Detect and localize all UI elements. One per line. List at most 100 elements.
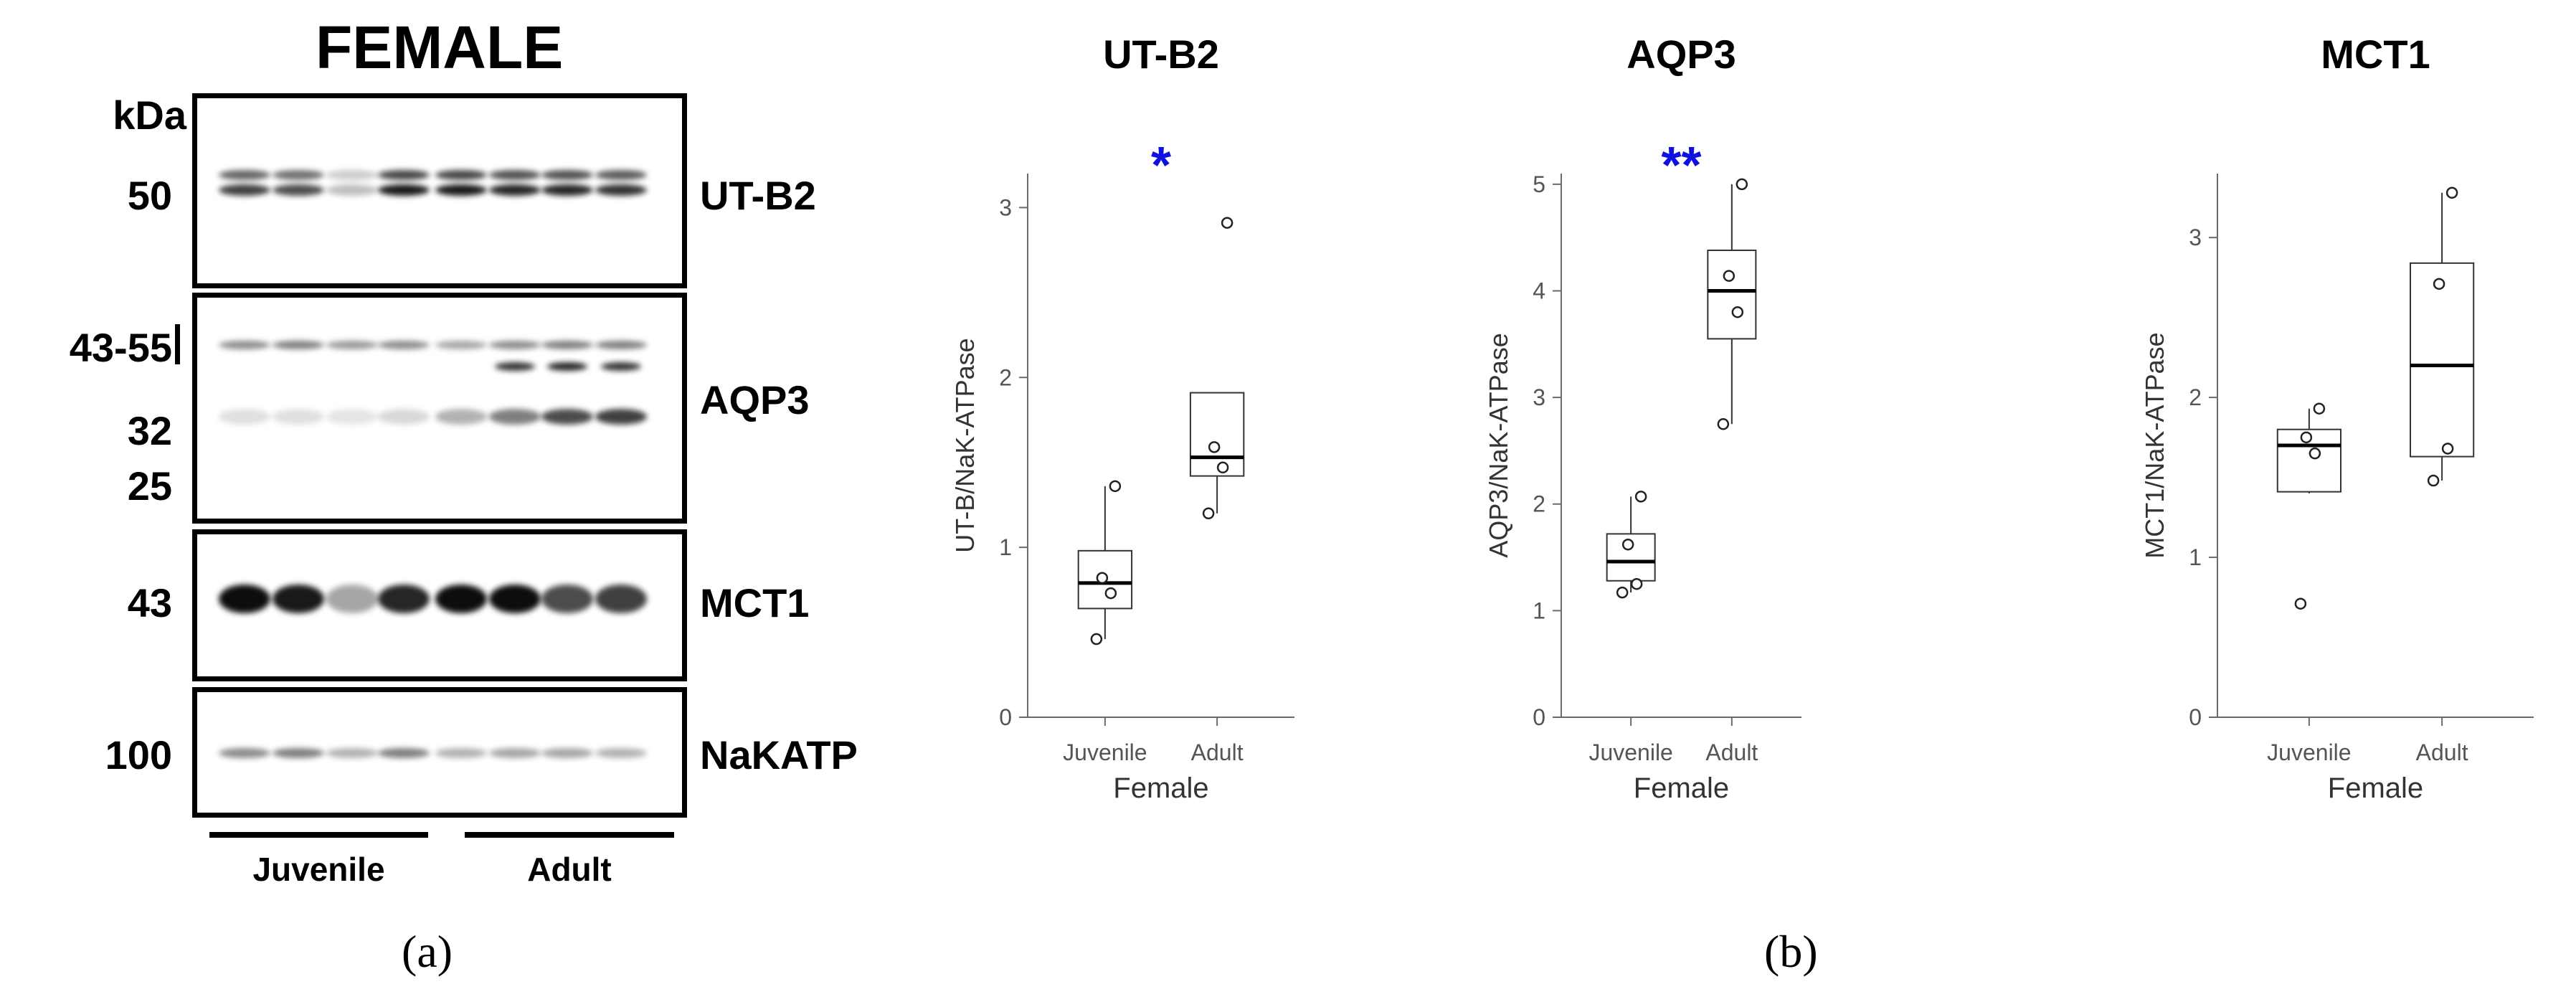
group-label-adult: Adult bbox=[527, 851, 612, 888]
chart2-y-tick-label: 4 bbox=[1533, 278, 1545, 303]
chart2-x-tick-label: Adult bbox=[1705, 739, 1758, 765]
chart2-y-tick-label: 2 bbox=[1533, 491, 1545, 517]
chart1-data-point bbox=[1202, 507, 1215, 519]
band-utb2-upper bbox=[273, 170, 324, 180]
band-utb2-lower bbox=[326, 184, 378, 196]
chart1-y-tick-label: 0 bbox=[999, 704, 1012, 730]
band-mct1 bbox=[326, 585, 378, 613]
marker-100: 100 bbox=[105, 732, 172, 777]
band-utb2-lower bbox=[435, 184, 487, 196]
chart3-x-axis-label: Female bbox=[2328, 772, 2423, 804]
chart3-y-tick-label: 0 bbox=[2189, 704, 2202, 730]
chart3-y-tick-label: 1 bbox=[2189, 544, 2202, 570]
band-aqp3-upper bbox=[326, 341, 378, 349]
band-aqp3-upper bbox=[378, 341, 430, 349]
band-aqp3-lower bbox=[595, 409, 647, 425]
band-utb2-upper bbox=[489, 170, 541, 180]
band-aqp3-lower bbox=[273, 409, 324, 425]
band-nakatp bbox=[435, 748, 487, 758]
band-utb2-upper bbox=[595, 170, 647, 180]
chart3-data-point bbox=[2433, 278, 2445, 290]
band-aqp3-lower bbox=[541, 409, 593, 425]
chart2-x-axis-label: Female bbox=[1634, 772, 1729, 804]
band-nakatp bbox=[273, 748, 324, 758]
chart2-y-tick-label: 1 bbox=[1533, 597, 1545, 623]
kda-label: kDa bbox=[113, 93, 186, 138]
chart1-title: UT-B2 bbox=[1103, 32, 1219, 77]
chart2-y-tick-label: 5 bbox=[1533, 171, 1545, 197]
band-mct1 bbox=[541, 585, 593, 613]
band-aqp3-lower bbox=[326, 409, 378, 425]
blot-mct1 bbox=[192, 529, 687, 681]
band-utb2-upper bbox=[541, 170, 593, 180]
chart2-data-point bbox=[1723, 270, 1736, 282]
chart3-x-tick-label: Adult bbox=[2416, 739, 2468, 765]
band-utb2-lower bbox=[378, 184, 430, 196]
band-aqp3-lower bbox=[378, 409, 430, 425]
band-aqp3-middle bbox=[495, 362, 535, 371]
band-nakatp bbox=[326, 748, 378, 758]
chart1-data-point bbox=[1090, 633, 1103, 646]
band-utb2-upper bbox=[326, 170, 378, 180]
chart3-data-point bbox=[2313, 402, 2326, 415]
chart1-y-axis-label: UT-B/NaK-ATPase bbox=[950, 338, 980, 552]
band-aqp3-upper bbox=[541, 341, 593, 349]
band-nakatp bbox=[378, 748, 430, 758]
chart2-x-tick-label: Juvenile bbox=[1588, 739, 1672, 765]
chart1-data-point bbox=[1104, 587, 1117, 600]
chart1-x-tick-label: Adult bbox=[1191, 739, 1244, 765]
chart2-title: AQP3 bbox=[1626, 32, 1736, 77]
band-utb2-lower bbox=[595, 184, 647, 196]
chart3-data-point bbox=[2309, 447, 2321, 460]
chart1-data-point bbox=[1109, 480, 1122, 493]
chart3-data-point bbox=[2294, 597, 2307, 610]
marker-bracket bbox=[175, 324, 180, 364]
chart1-data-point bbox=[1096, 572, 1109, 585]
chart2-y-axis-label: AQP3/NaK-ATPase bbox=[1484, 333, 1513, 557]
band-aqp3-upper bbox=[489, 341, 541, 349]
chart3-title: MCT1 bbox=[2321, 32, 2430, 77]
chart3-y-tick-label: 2 bbox=[2189, 384, 2202, 410]
band-aqp3-middle bbox=[547, 362, 587, 371]
chart1-y-tick-label: 1 bbox=[999, 534, 1012, 560]
blot-title: FEMALE bbox=[316, 14, 564, 81]
adult-group-line bbox=[465, 832, 674, 838]
chart2-data-point bbox=[1616, 586, 1629, 599]
blot-nakatp bbox=[192, 687, 687, 818]
band-mct1 bbox=[435, 585, 487, 613]
protein-label-mct1: MCT1 bbox=[700, 580, 810, 625]
band-aqp3-upper bbox=[219, 341, 270, 349]
chart1-box-adult bbox=[1189, 392, 1245, 477]
band-mct1 bbox=[595, 585, 647, 613]
chart1-x-axis-label: Female bbox=[1113, 772, 1208, 804]
band-utb2-lower bbox=[219, 184, 270, 196]
blot-utb2 bbox=[192, 93, 687, 288]
band-mct1 bbox=[489, 585, 541, 613]
chart3-y-axis-label: MCT1/NaK-ATPase bbox=[2140, 332, 2169, 558]
chart3-data-point bbox=[2445, 186, 2458, 199]
band-mct1 bbox=[273, 585, 324, 613]
band-aqp3-middle bbox=[601, 362, 641, 371]
chart2-data-point bbox=[1621, 538, 1634, 551]
band-mct1 bbox=[378, 585, 430, 613]
chart3-box-adult bbox=[2410, 262, 2475, 458]
panel-label-b: (b) bbox=[1764, 926, 1818, 977]
group-label-juvenile: Juvenile bbox=[252, 851, 385, 888]
juvenile-group-line bbox=[209, 832, 428, 838]
chart1-y-tick-label: 3 bbox=[999, 194, 1012, 220]
band-nakatp bbox=[595, 748, 647, 758]
chart1-y-tick-label: 2 bbox=[999, 364, 1012, 390]
chart3-x-tick-label: Juvenile bbox=[2267, 739, 2351, 765]
chart3-data-point bbox=[2427, 474, 2440, 487]
marker-32: 32 bbox=[127, 408, 172, 453]
band-nakatp bbox=[541, 748, 593, 758]
marker-43: 43 bbox=[127, 580, 172, 625]
chart1-data-point bbox=[1208, 441, 1221, 453]
band-utb2-upper bbox=[435, 170, 487, 180]
protein-label-aqp3: AQP3 bbox=[700, 377, 810, 422]
blot-aqp3 bbox=[192, 293, 687, 524]
band-nakatp bbox=[219, 748, 270, 758]
band-aqp3-lower bbox=[219, 409, 270, 425]
chart2-box-adult bbox=[1707, 250, 1757, 340]
